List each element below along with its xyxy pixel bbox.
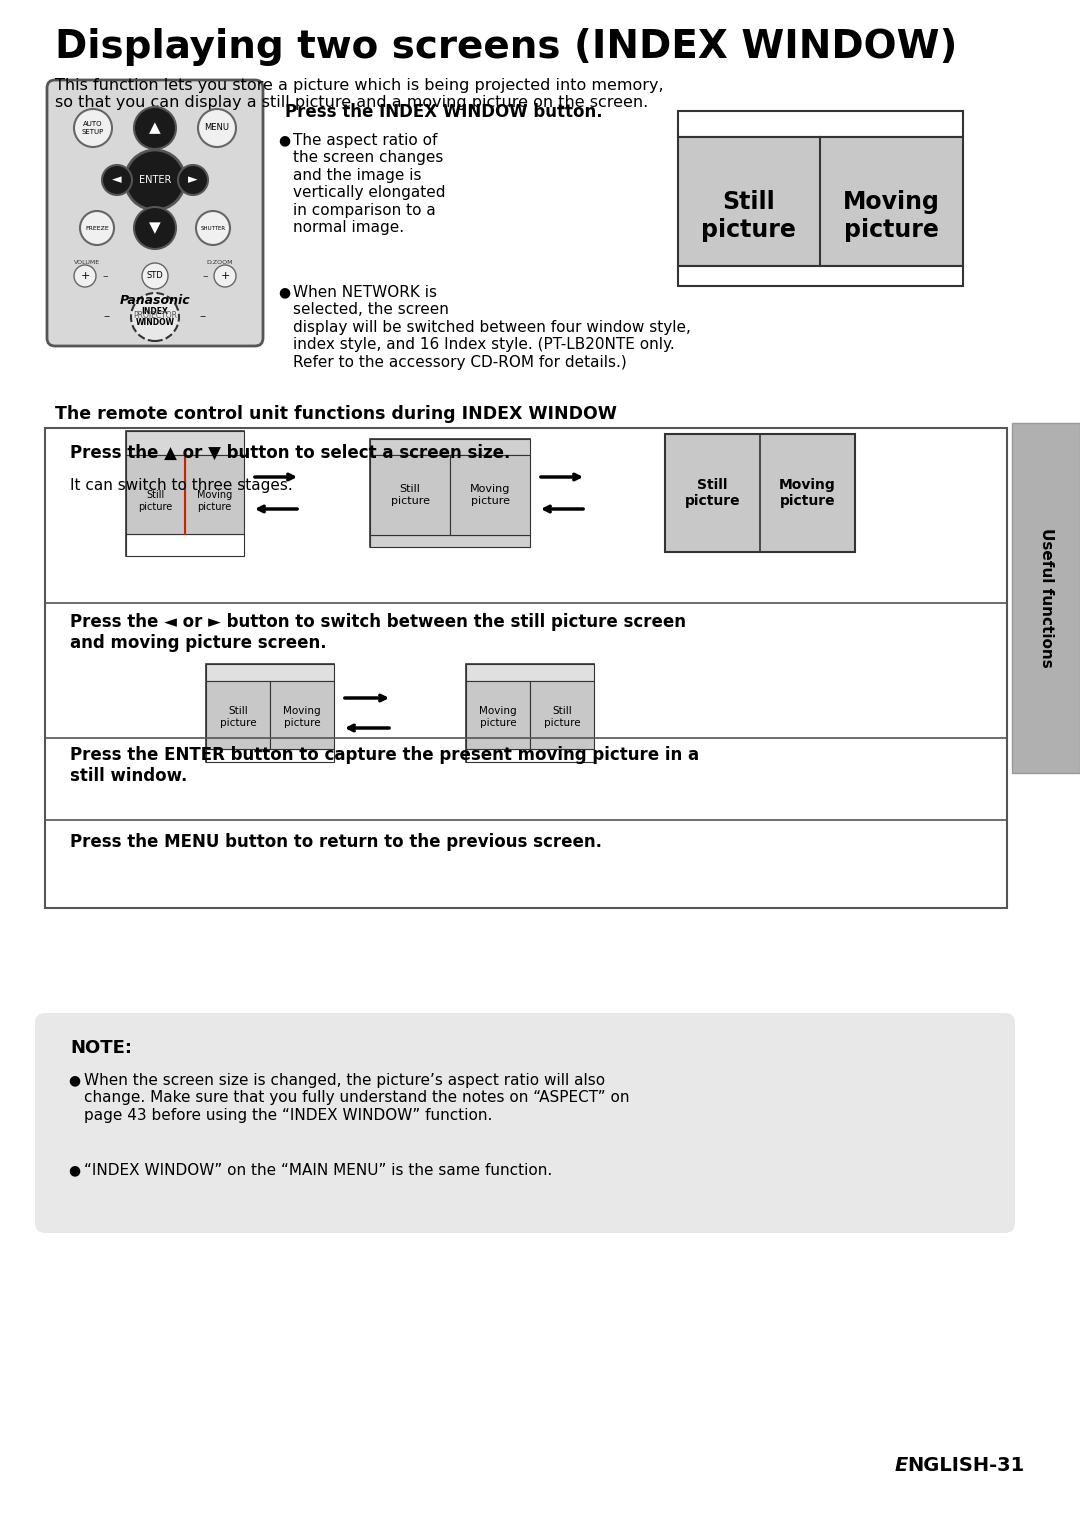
Text: ▼: ▼ xyxy=(149,221,161,236)
Text: –: – xyxy=(200,311,206,323)
Circle shape xyxy=(75,109,112,147)
Text: ENTER: ENTER xyxy=(139,175,172,185)
Bar xyxy=(206,664,334,681)
Text: Press the ▲ or ▼ button to select a screen size.: Press the ▲ or ▼ button to select a scre… xyxy=(70,445,511,461)
Text: Moving
picture: Moving picture xyxy=(480,707,517,728)
Text: +: + xyxy=(220,271,230,281)
Text: ●: ● xyxy=(278,285,291,299)
Text: ▲: ▲ xyxy=(149,121,161,135)
Text: –: – xyxy=(104,311,110,323)
Text: INDEX
WINDOW: INDEX WINDOW xyxy=(135,307,175,327)
Circle shape xyxy=(134,207,176,248)
Circle shape xyxy=(125,150,185,210)
Bar xyxy=(126,454,185,533)
Bar xyxy=(465,681,530,750)
Bar xyxy=(206,664,334,762)
Text: Still
picture: Still picture xyxy=(543,707,580,728)
Text: VOLUME: VOLUME xyxy=(73,261,100,265)
Circle shape xyxy=(134,107,176,149)
Text: Press the ENTER button to capture the present moving picture in a
still window.: Press the ENTER button to capture the pr… xyxy=(70,747,699,785)
Text: This function lets you store a picture which is being projected into memory,
so : This function lets you store a picture w… xyxy=(55,78,663,110)
Bar xyxy=(677,110,962,136)
Text: Still
picture: Still picture xyxy=(685,478,740,507)
Text: –: – xyxy=(103,271,108,281)
Text: PROJECTOR: PROJECTOR xyxy=(133,311,177,320)
Text: Displaying two screens (INDEX WINDOW): Displaying two screens (INDEX WINDOW) xyxy=(55,28,957,66)
Bar xyxy=(677,265,962,285)
Text: NOTE:: NOTE: xyxy=(70,1039,132,1056)
Bar xyxy=(1012,423,1080,773)
Text: The aspect ratio of
the screen changes
and the image is
vertically elongated
in : The aspect ratio of the screen changes a… xyxy=(293,133,446,235)
Bar xyxy=(465,664,594,681)
Text: Moving
picture: Moving picture xyxy=(779,478,836,507)
Bar xyxy=(370,535,530,547)
Text: Moving
picture: Moving picture xyxy=(197,491,232,512)
Circle shape xyxy=(198,109,237,147)
Bar xyxy=(126,431,244,454)
Text: –: – xyxy=(202,271,207,281)
Text: D.ZOOM: D.ZOOM xyxy=(206,261,233,265)
Text: Moving
picture: Moving picture xyxy=(470,484,510,506)
Bar xyxy=(370,438,530,547)
Text: Still
picture: Still picture xyxy=(701,190,796,242)
Text: Panasonic: Panasonic xyxy=(120,293,190,307)
Text: Press the MENU button to return to the previous screen.: Press the MENU button to return to the p… xyxy=(70,832,602,851)
Circle shape xyxy=(80,212,114,245)
Bar xyxy=(45,428,1007,908)
Bar xyxy=(530,681,594,750)
Text: NGLISH-31: NGLISH-31 xyxy=(907,1456,1024,1475)
Circle shape xyxy=(178,166,208,195)
Text: Still
picture: Still picture xyxy=(138,491,173,512)
Circle shape xyxy=(102,166,132,195)
Text: STD: STD xyxy=(147,271,163,281)
Bar xyxy=(665,434,855,552)
Text: Moving
picture: Moving picture xyxy=(283,707,321,728)
FancyBboxPatch shape xyxy=(35,1013,1015,1233)
Text: Still
picture: Still picture xyxy=(219,707,256,728)
Text: +: + xyxy=(80,271,90,281)
Bar xyxy=(370,438,530,455)
Circle shape xyxy=(195,212,230,245)
Text: It can switch to three stages.: It can switch to three stages. xyxy=(70,478,293,494)
Text: Press the ◄ or ► button to switch between the still picture screen
and moving pi: Press the ◄ or ► button to switch betwee… xyxy=(70,613,686,652)
Circle shape xyxy=(214,265,237,287)
Circle shape xyxy=(131,293,179,340)
Text: ●: ● xyxy=(68,1073,80,1087)
Circle shape xyxy=(141,264,168,290)
Bar xyxy=(126,431,244,555)
Text: SHUTTER: SHUTTER xyxy=(201,225,226,230)
Text: When the screen size is changed, the picture’s aspect ratio will also
change. Ma: When the screen size is changed, the pic… xyxy=(84,1073,630,1122)
Circle shape xyxy=(75,265,96,287)
Text: ◄: ◄ xyxy=(112,173,122,187)
Text: E: E xyxy=(895,1456,908,1475)
Text: AUTO
SETUP: AUTO SETUP xyxy=(82,121,104,135)
Bar xyxy=(450,455,530,535)
Bar xyxy=(185,454,244,533)
Text: ►: ► xyxy=(188,173,198,187)
Bar xyxy=(465,750,594,762)
Text: Useful functions: Useful functions xyxy=(1039,529,1053,668)
Bar xyxy=(206,750,334,762)
Text: MENU: MENU xyxy=(204,124,229,132)
Text: Press the INDEX WINDOW button.: Press the INDEX WINDOW button. xyxy=(285,103,603,121)
FancyBboxPatch shape xyxy=(48,80,264,346)
Text: The remote control unit functions during INDEX WINDOW: The remote control unit functions during… xyxy=(55,405,617,423)
Bar xyxy=(677,136,962,265)
Bar xyxy=(270,681,334,750)
Bar xyxy=(206,681,270,750)
Text: FREEZE: FREEZE xyxy=(85,225,109,230)
Text: When NETWORK is
selected, the screen
display will be switched between four windo: When NETWORK is selected, the screen dis… xyxy=(293,285,691,369)
Bar xyxy=(465,664,594,762)
Bar xyxy=(370,455,450,535)
Text: ●: ● xyxy=(278,133,291,147)
Text: ●: ● xyxy=(68,1164,80,1177)
Bar xyxy=(126,533,244,555)
Text: Moving
picture: Moving picture xyxy=(842,190,940,242)
Text: Still
picture: Still picture xyxy=(391,484,430,506)
Text: “INDEX WINDOW” on the “MAIN MENU” is the same function.: “INDEX WINDOW” on the “MAIN MENU” is the… xyxy=(84,1164,552,1177)
